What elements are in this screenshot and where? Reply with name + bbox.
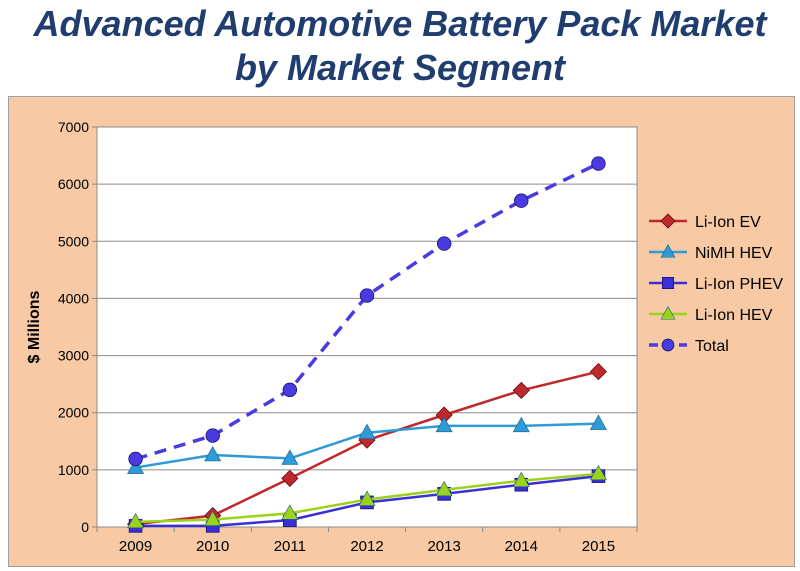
legend-marker	[660, 306, 676, 320]
data-point-li-ion-ev	[589, 363, 607, 381]
legend-marker	[662, 276, 675, 289]
legend-item-total: Total	[649, 338, 729, 355]
legend-label: NiMH HEV	[695, 245, 773, 262]
legend-item-nimh-hev: NiMH HEV	[649, 244, 773, 262]
data-point-total	[282, 382, 298, 398]
legend-label: Li-Ion HEV	[695, 307, 773, 324]
y-tick-label: 0	[81, 519, 89, 535]
legend-marker	[661, 338, 675, 352]
data-point-li-ion-ev	[281, 469, 299, 487]
legend-marker	[660, 213, 676, 229]
y-tick-label: 6000	[58, 176, 89, 192]
data-point-li-ion-hev	[358, 490, 376, 506]
data-point-li-ion-hev	[281, 504, 299, 520]
legend-item-li-ion-phev: Li-Ion PHEV	[649, 276, 783, 293]
y-tick-label: 1000	[58, 462, 89, 478]
y-tick-label: 4000	[58, 290, 89, 306]
line-chart: 0 1000 2000 3000 4000 5000 6000 7000 2009 2010 201…	[26, 119, 783, 555]
series-li-ion-hev	[127, 464, 607, 529]
legend-label: Li-Ion EV	[695, 214, 761, 231]
x-tick-label: 2014	[505, 538, 538, 555]
title-line-2: by Market Segment	[234, 47, 566, 88]
x-tick-label: 2011	[274, 538, 306, 555]
data-point-li-ion-hev	[127, 512, 145, 529]
y-tick-label: 3000	[58, 348, 89, 364]
x-tick-label: 2015	[582, 538, 615, 555]
y-tick-label: 7000	[58, 119, 89, 135]
title-line-1: Advanced Automotive Battery Pack Market	[33, 3, 767, 44]
data-point-total	[128, 451, 143, 467]
legend-label: Li-Ion PHEV	[695, 276, 783, 293]
data-point-li-ion-hev	[589, 464, 607, 481]
legend-label: Total	[695, 338, 729, 355]
data-point-nimh-hev	[512, 416, 530, 433]
legend-marker	[660, 244, 676, 258]
series-nimh-hev	[127, 414, 607, 474]
legend-item-li-ion-ev: Li-Ion EV	[649, 213, 761, 231]
data-point-nimh-hev	[358, 423, 376, 440]
x-tick-label: 2012	[350, 538, 383, 555]
data-point-li-ion-hev	[435, 480, 453, 497]
data-point-total	[436, 236, 452, 251]
data-point-nimh-hev	[127, 458, 145, 474]
x-tick-label: 2010	[196, 538, 229, 555]
data-point-total	[591, 156, 606, 171]
chart-title: Advanced Automotive Battery Pack Market …	[0, 2, 800, 90]
legend-item-li-ion-hev: Li-Ion HEV	[649, 306, 773, 324]
data-point-total	[205, 428, 220, 443]
y-axis-label: $ Millions	[26, 290, 43, 363]
x-tick-label: 2009	[119, 538, 152, 555]
data-point-nimh-hev	[589, 414, 607, 430]
data-point-total	[359, 288, 375, 303]
data-point-nimh-hev	[281, 449, 299, 465]
data-point-li-ion-ev	[512, 381, 530, 399]
data-point-li-ion-hev	[512, 471, 530, 488]
data-point-total	[514, 193, 529, 208]
y-tick-label: 5000	[58, 233, 89, 249]
chart-area: 0 1000 2000 3000 4000 5000 6000 7000 2009 2010 201…	[8, 96, 795, 567]
x-tick-label: 2013	[427, 538, 460, 555]
plot-area	[96, 126, 638, 528]
y-tick-label: 2000	[58, 405, 89, 421]
data-point-li-ion-hev	[204, 510, 222, 526]
series-total	[128, 156, 606, 467]
data-point-nimh-hev	[435, 416, 453, 433]
data-point-nimh-hev	[204, 445, 222, 462]
